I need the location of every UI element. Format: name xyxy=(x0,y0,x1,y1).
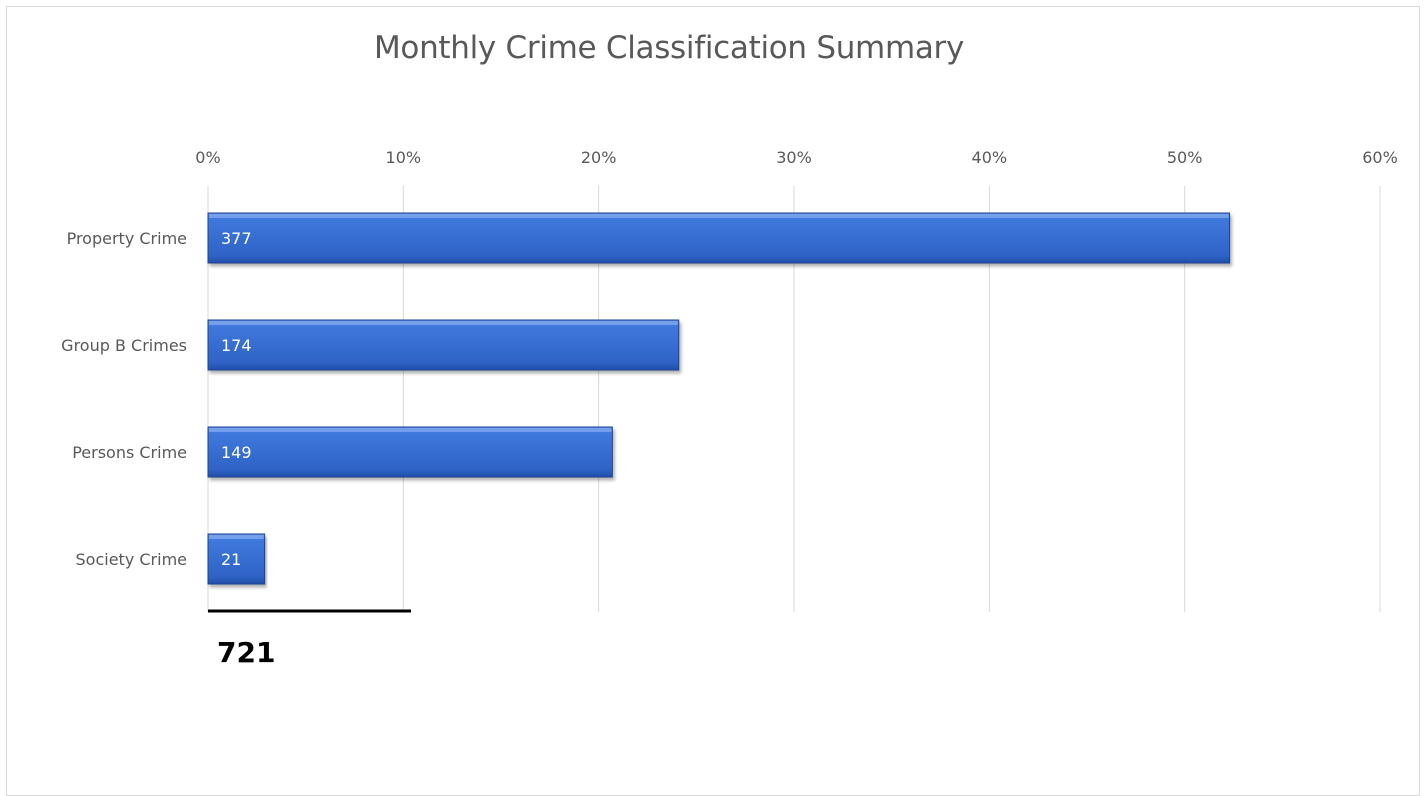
bar xyxy=(207,212,1231,264)
chart-title: Monthly Crime Classification Summary xyxy=(373,30,965,66)
category-label: Persons Crime xyxy=(72,443,187,462)
bar-value-label: 149 xyxy=(221,443,252,462)
bar-highlight xyxy=(209,321,678,325)
x-tick-label: 0% xyxy=(195,148,220,167)
bar-value-label: 377 xyxy=(221,229,252,248)
bar-highlight xyxy=(209,535,264,539)
x-tick-label: 50% xyxy=(1167,148,1203,167)
bar-highlight xyxy=(209,428,612,432)
category-label: Group B Crimes xyxy=(61,336,187,355)
x-tick-label: 10% xyxy=(386,148,422,167)
bar-highlight xyxy=(209,214,1229,218)
x-tick-label: 60% xyxy=(1362,148,1398,167)
bar xyxy=(207,426,613,478)
bar xyxy=(207,319,680,371)
x-tick-label: 30% xyxy=(776,148,812,167)
bar-value-label: 21 xyxy=(221,550,241,569)
x-tick-label: 20% xyxy=(581,148,617,167)
bar-value-label: 174 xyxy=(221,336,252,355)
x-tick-label: 40% xyxy=(972,148,1008,167)
total-count: 721 xyxy=(217,636,276,669)
bar xyxy=(207,533,266,585)
category-label: Society Crime xyxy=(76,550,187,569)
category-label: Property Crime xyxy=(67,229,187,248)
